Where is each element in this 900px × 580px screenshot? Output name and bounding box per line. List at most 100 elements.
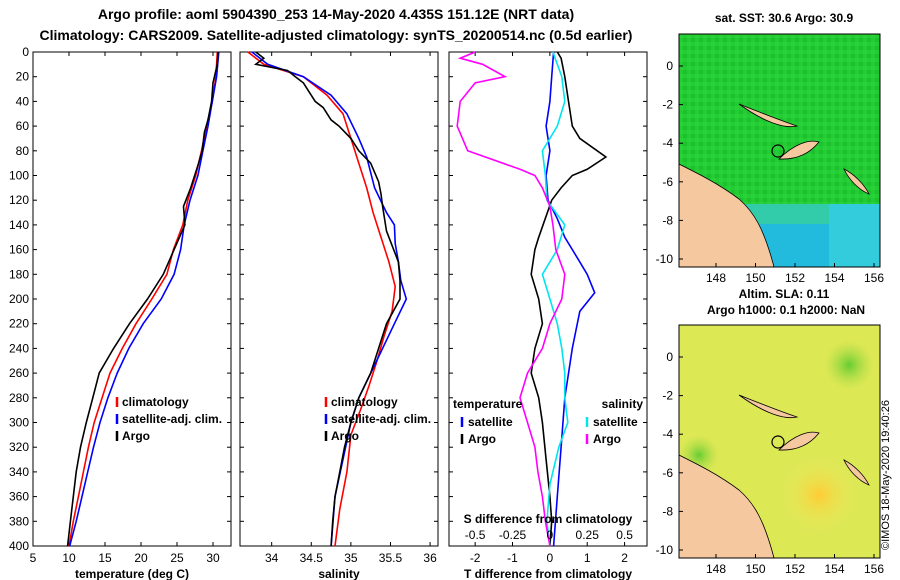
legend-label: climatology <box>331 395 398 409</box>
map-y-tick-label: -4 <box>662 136 673 150</box>
plot-subtitle: Climatology: CARS2009. Satellite-adjuste… <box>39 27 633 43</box>
legend-label: Argo <box>593 432 621 446</box>
legend-label: climatology <box>122 395 189 409</box>
difference-top-label: S difference from climatology <box>464 512 633 526</box>
map-x-tick-label: 154 <box>824 562 844 576</box>
x-tick-label: -1 <box>507 551 518 565</box>
y-tick-label: 280 <box>9 391 29 405</box>
legend-title-temperature: temperature <box>453 397 523 411</box>
map-y-tick-label: -6 <box>662 466 673 480</box>
x-tick-label: 30 <box>206 551 220 565</box>
map-x-tick-label: 148 <box>706 271 726 285</box>
x-tick-label: 36 <box>423 551 437 565</box>
map-y-tick-label: 0 <box>666 350 673 364</box>
y-tick-label: 380 <box>9 514 29 528</box>
series-line-salinity-argo <box>456 51 566 547</box>
s-tick-label: 0.25 <box>576 528 600 542</box>
x-tick-label: 5 <box>30 551 37 565</box>
x-tick-label: 2 <box>621 551 628 565</box>
map-y-tick-label: -2 <box>662 98 673 112</box>
y-tick-label: 40 <box>16 94 30 108</box>
y-tick-label: 180 <box>9 267 29 281</box>
y-tick-label: 140 <box>9 218 29 232</box>
x-tick-label: 1 <box>584 551 591 565</box>
map-y-tick-label: -10 <box>656 543 674 557</box>
y-tick-label: 260 <box>9 366 29 380</box>
h-map-title: Argo h1000: 0.1 h2000: NaN <box>707 303 865 317</box>
temperature-xlabel: temperature (deg C) <box>75 567 189 580</box>
y-tick-label: 120 <box>9 193 29 207</box>
y-tick-label: 240 <box>9 341 29 355</box>
sst-map: sat. SST: 30.6 Argo: 30.9 Altim. SLA: 0.… <box>678 11 881 301</box>
map-y-tick-label: 0 <box>666 59 673 73</box>
y-tick-label: 320 <box>9 440 29 454</box>
argo-position-marker-2 <box>771 435 785 449</box>
x-tick-label: 35.5 <box>379 551 403 565</box>
plot-title: Argo profile: aoml 5904390_253 14-May-20… <box>97 6 575 22</box>
x-tick-label: 35 <box>344 551 358 565</box>
map-y-tick-label: -4 <box>662 427 673 441</box>
legend-title-salinity: salinity <box>602 397 644 411</box>
map-x-tick-label: 148 <box>706 562 726 576</box>
sst-map-sla: Altim. SLA: 0.11 <box>739 287 830 301</box>
map-x-tick-label: 150 <box>745 562 765 576</box>
series-line-satellite-adj-clim- <box>68 51 220 547</box>
h-map: Argo h1000: 0.1 h2000: NaN <box>678 303 881 559</box>
s-tick-label: -0.5 <box>465 528 486 542</box>
temperature-plot-area <box>32 51 232 547</box>
legend-label: satellite-adj. clim. <box>122 412 222 426</box>
map-y-tick-label: -6 <box>662 175 673 189</box>
legend-label: satellite <box>468 415 513 429</box>
map-x-tick-label: 156 <box>864 271 884 285</box>
argo-position-marker <box>771 144 785 158</box>
y-tick-label: 200 <box>9 292 29 306</box>
s-tick-label: 0 <box>547 528 554 542</box>
y-tick-label: 60 <box>16 119 30 133</box>
salinity-chart: 34 34.5 35 35.5 36 salinity climatology satelli… <box>239 51 439 580</box>
x-tick-label: 25 <box>170 551 184 565</box>
y-tick-label: 20 <box>16 70 30 84</box>
y-tick-label: 360 <box>9 490 29 504</box>
map-x-tick-label: 152 <box>785 271 805 285</box>
temperature-chart: 0 20 40 60 80 100 120 140 160 180 200 220 240 260 280 3… <box>9 45 232 580</box>
legend-label: Argo <box>468 432 496 446</box>
y-tick-label: 160 <box>9 243 29 257</box>
series-line-climatology <box>247 51 397 547</box>
legend-label: Argo <box>122 429 150 443</box>
series-line-temperature-argo <box>530 51 608 547</box>
x-tick-label: 0 <box>547 551 554 565</box>
legend-label: Argo <box>331 429 359 443</box>
x-tick-label: 34 <box>265 551 279 565</box>
x-tick-label: 34.5 <box>300 551 324 565</box>
legend-label: satellite <box>593 415 638 429</box>
y-tick-label: 100 <box>9 169 29 183</box>
y-tick-label: 220 <box>9 317 29 331</box>
x-tick-label: -2 <box>470 551 481 565</box>
salinity-plot-area <box>239 51 439 547</box>
map-y-tick-label: -10 <box>656 252 674 266</box>
map-y-tick-label: -2 <box>662 389 673 403</box>
map-x-tick-label: 152 <box>785 562 805 576</box>
s-tick-label: 0.5 <box>616 528 633 542</box>
y-tick-label: 300 <box>9 416 29 430</box>
s-tick-label: -0.25 <box>499 528 527 542</box>
series-line-argo <box>253 51 401 547</box>
map-y-tick-label: -8 <box>662 213 673 227</box>
series-line-temperature-satellite <box>545 51 596 547</box>
map-y-tick-label: -8 <box>662 504 673 518</box>
difference-chart: -2 -1 0 1 2 T difference from climatology temp… <box>448 51 648 580</box>
series-line-argo <box>66 51 219 547</box>
y-tick-label: 400 <box>9 539 29 553</box>
y-tick-label: 340 <box>9 465 29 479</box>
series-line-salinity-satellite <box>541 51 569 547</box>
difference-xlabel: T difference from climatology <box>464 567 632 580</box>
map-x-tick-label: 156 <box>864 562 884 576</box>
legend-label: satellite-adj. clim. <box>331 412 431 426</box>
x-tick-label: 20 <box>134 551 148 565</box>
y-tick-label: 0 <box>22 45 29 59</box>
map-x-tick-label: 154 <box>824 271 844 285</box>
map-x-tick-label: 150 <box>745 271 765 285</box>
imos-timestamp: ©IMOS 18-May-2020 19:40:26 <box>880 400 892 550</box>
x-tick-label: 15 <box>98 551 112 565</box>
